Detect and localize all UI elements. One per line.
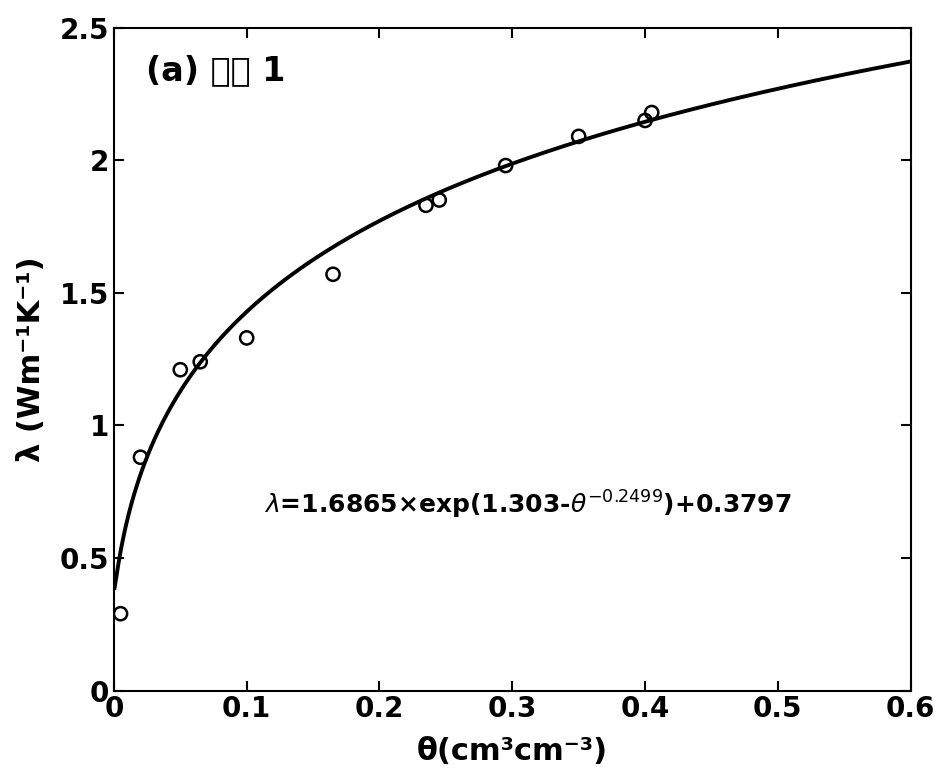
Y-axis label: λ (Wm⁻¹K⁻¹): λ (Wm⁻¹K⁻¹) <box>17 256 46 462</box>
Point <box>638 114 653 127</box>
Text: (a) 土壤 1: (a) 土壤 1 <box>146 54 286 87</box>
Point <box>571 130 586 143</box>
Point <box>172 363 188 376</box>
Point <box>431 193 446 206</box>
Text: $\lambda$=1.6865×exp(1.303-$\theta^{-0.2499}$)+0.3797: $\lambda$=1.6865×exp(1.303-$\theta^{-0.2… <box>265 489 792 521</box>
Point <box>498 159 513 171</box>
Point <box>326 268 341 280</box>
Point <box>645 106 660 119</box>
X-axis label: θ(cm³cm⁻³): θ(cm³cm⁻³) <box>417 738 607 767</box>
Point <box>133 451 149 464</box>
Point <box>239 332 254 345</box>
Point <box>192 355 208 368</box>
Point <box>113 608 129 620</box>
Point <box>418 199 433 211</box>
